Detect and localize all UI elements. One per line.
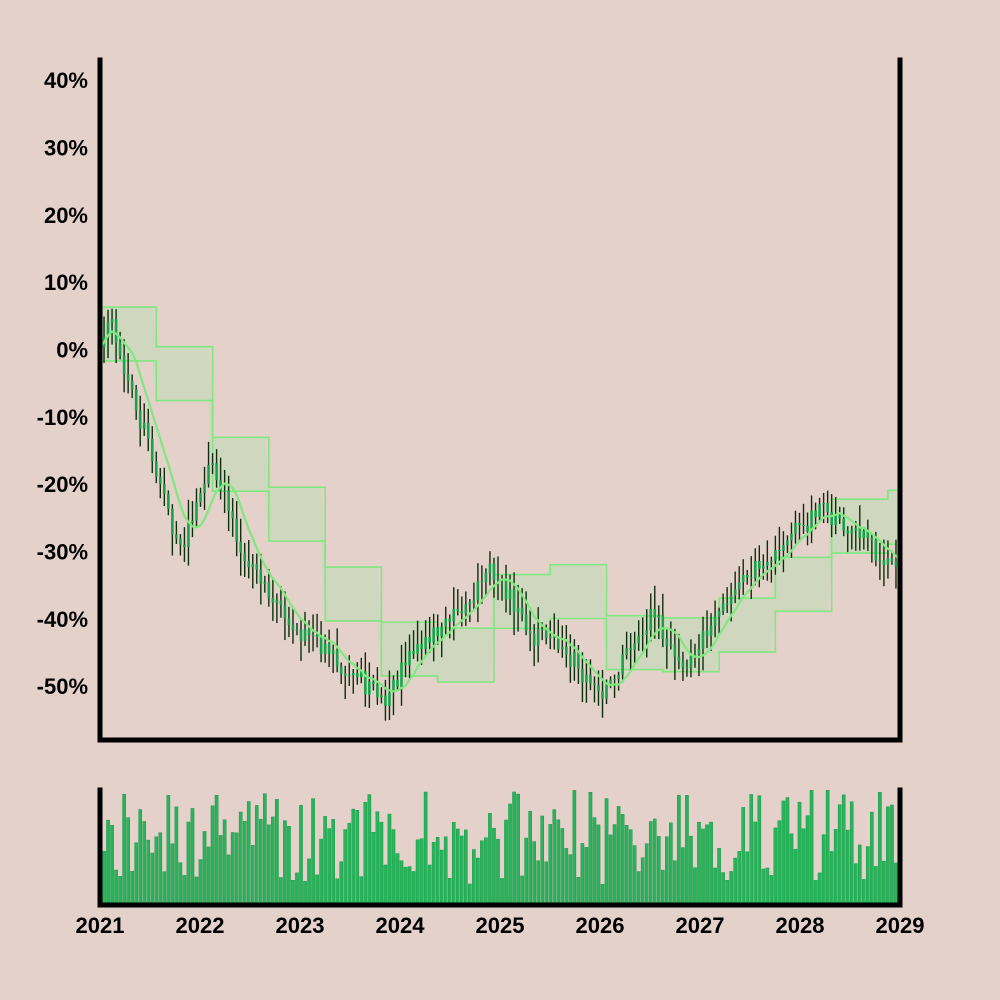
- trend-line: [100, 331, 900, 691]
- y-tick-label: -40%: [37, 607, 88, 632]
- x-tick-label: 2023: [276, 913, 325, 938]
- chart-container: -50% -40% -30% -20% -10% 0% 10% 20% 30% 40% 2021 20…: [0, 0, 1000, 1000]
- x-tick-label: 2028: [776, 913, 825, 938]
- x-tick-label: 2024: [376, 913, 426, 938]
- x-tick-label: 2029: [876, 913, 925, 938]
- y-tick-label: -30%: [37, 539, 88, 564]
- x-tick-label: 2027: [676, 913, 725, 938]
- x-tick-label: 2025: [476, 913, 525, 938]
- y-tick-label: -20%: [37, 472, 88, 497]
- ohlc-series: [99, 309, 902, 721]
- step-band-lower: [100, 361, 900, 682]
- y-tick-label: -10%: [37, 405, 88, 430]
- x-tick-label: 2026: [576, 913, 625, 938]
- x-tick-label: 2021: [76, 913, 125, 938]
- volume-series: [98, 790, 901, 905]
- y-tick-label: 40%: [44, 68, 88, 93]
- y-tick-label: 0%: [56, 338, 88, 363]
- x-tick-label: 2022: [176, 913, 225, 938]
- y-tick-label: 10%: [44, 270, 88, 295]
- y-tick-label: 30%: [44, 136, 88, 161]
- y-tick-label: 20%: [44, 203, 88, 228]
- y-tick-label: -50%: [37, 674, 88, 699]
